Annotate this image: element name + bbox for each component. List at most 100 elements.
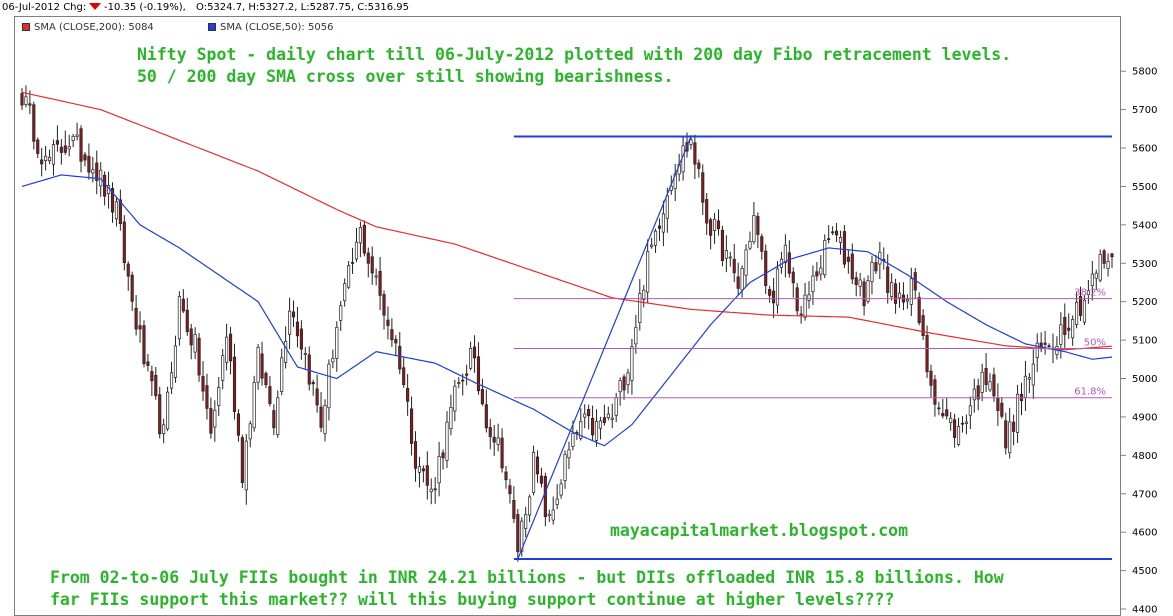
candle-body	[941, 412, 945, 417]
candle-body	[95, 162, 99, 182]
candle-body	[453, 385, 457, 412]
footer-line-1: From 02-to-06 July FIIs bought in INR 24…	[50, 568, 1004, 587]
candle-body	[449, 407, 453, 430]
candle-body	[980, 371, 984, 393]
fibo-level-label: 38.2%	[1074, 288, 1106, 299]
candle-body	[972, 388, 976, 401]
candle-body	[756, 215, 760, 235]
candle-body	[476, 356, 481, 392]
candle-body	[1027, 377, 1031, 380]
footer-line-2: far FIIs support this market?? will this…	[50, 590, 895, 609]
candle-body	[650, 244, 654, 248]
candle-body	[583, 413, 587, 418]
candle-body	[622, 376, 626, 391]
y-tick-label: 4400	[1132, 605, 1157, 616]
candle-body	[842, 231, 846, 265]
candle-body	[1043, 342, 1047, 345]
candle-body	[291, 311, 296, 318]
candle-body	[236, 413, 240, 436]
candle-body	[260, 353, 264, 379]
candle-body	[1075, 301, 1079, 325]
candle-body	[484, 404, 488, 429]
candle-body	[642, 289, 646, 300]
y-tick-label: 5200	[1132, 297, 1157, 308]
candle-body	[862, 281, 866, 307]
candle-body	[402, 367, 406, 386]
candle-body	[99, 169, 103, 187]
candle-body	[315, 388, 319, 406]
y-tick-label: 4600	[1132, 528, 1157, 539]
candle-body	[803, 294, 807, 318]
candle-body	[598, 420, 603, 429]
candle-body	[504, 471, 508, 481]
footer-annotation: From 02-to-06 July FIIs bought in INR 24…	[50, 567, 1004, 611]
candle-body	[461, 379, 465, 382]
candle-body	[63, 145, 67, 153]
candle-body	[232, 356, 237, 412]
candle-body	[276, 397, 280, 436]
fibo-level-label: 50%	[1084, 338, 1106, 349]
candle-body	[91, 169, 95, 174]
candle-body	[854, 277, 858, 285]
y-tick-label: 4500	[1132, 566, 1157, 577]
candle-body	[606, 413, 610, 419]
candle-body	[712, 218, 717, 231]
candle-body	[343, 283, 347, 302]
candle-body	[752, 215, 756, 243]
candle-body	[591, 418, 595, 436]
y-tick-label: 5600	[1132, 144, 1157, 155]
candle-body	[358, 227, 362, 244]
candle-body	[937, 407, 941, 410]
candle-body	[897, 292, 902, 299]
candle-body	[831, 231, 835, 234]
candle-body	[559, 483, 563, 496]
candle-body	[968, 405, 972, 416]
candle-body	[917, 296, 921, 324]
candle-body	[1031, 363, 1035, 386]
candle-body	[169, 372, 174, 389]
candle-body	[280, 357, 284, 392]
candle-body	[1000, 402, 1004, 417]
candle-body	[126, 263, 130, 277]
candle-body	[268, 386, 272, 404]
candle-body	[807, 294, 811, 301]
legend-swatch-sma50	[208, 23, 216, 31]
legend-sma50: SMA (CLOSE,50): 5056	[208, 22, 333, 33]
candle-body	[976, 385, 980, 400]
candle-body	[114, 201, 119, 220]
candle-body	[634, 326, 638, 345]
candle-body	[960, 422, 965, 425]
candle-body	[933, 379, 937, 405]
candle-body	[32, 104, 36, 142]
candle-body	[653, 230, 658, 246]
candle-body	[457, 382, 461, 384]
candle-body	[71, 135, 75, 141]
y-tick-label: 5100	[1132, 336, 1157, 347]
candle-body	[331, 358, 335, 363]
candle-body	[949, 417, 953, 424]
candle-body	[181, 298, 185, 312]
candle-body	[335, 326, 339, 359]
candle-body	[394, 338, 398, 344]
candle-body	[445, 421, 449, 461]
candle-body	[716, 220, 721, 230]
legend-swatch-sma200	[22, 23, 30, 31]
candle-body	[1059, 324, 1063, 345]
candle-body	[441, 452, 445, 459]
candle-body	[20, 93, 24, 106]
candle-body	[295, 321, 300, 337]
y-tick-label: 5500	[1132, 182, 1157, 193]
candle-body	[248, 423, 252, 440]
candle-body	[697, 162, 701, 169]
quote-change: -10.35 (-0.19%),	[104, 2, 186, 13]
title-line-1: Nifty Spot - daily chart till 06-July-20…	[137, 45, 1012, 64]
candle-body	[366, 252, 370, 264]
candle-body	[417, 466, 422, 473]
candle-body	[724, 249, 728, 259]
candle-body	[213, 409, 217, 428]
candle-body	[378, 270, 382, 296]
candle-body	[162, 424, 166, 434]
candle-body	[874, 262, 878, 272]
candle-body	[563, 454, 567, 481]
candle-body	[75, 134, 79, 137]
